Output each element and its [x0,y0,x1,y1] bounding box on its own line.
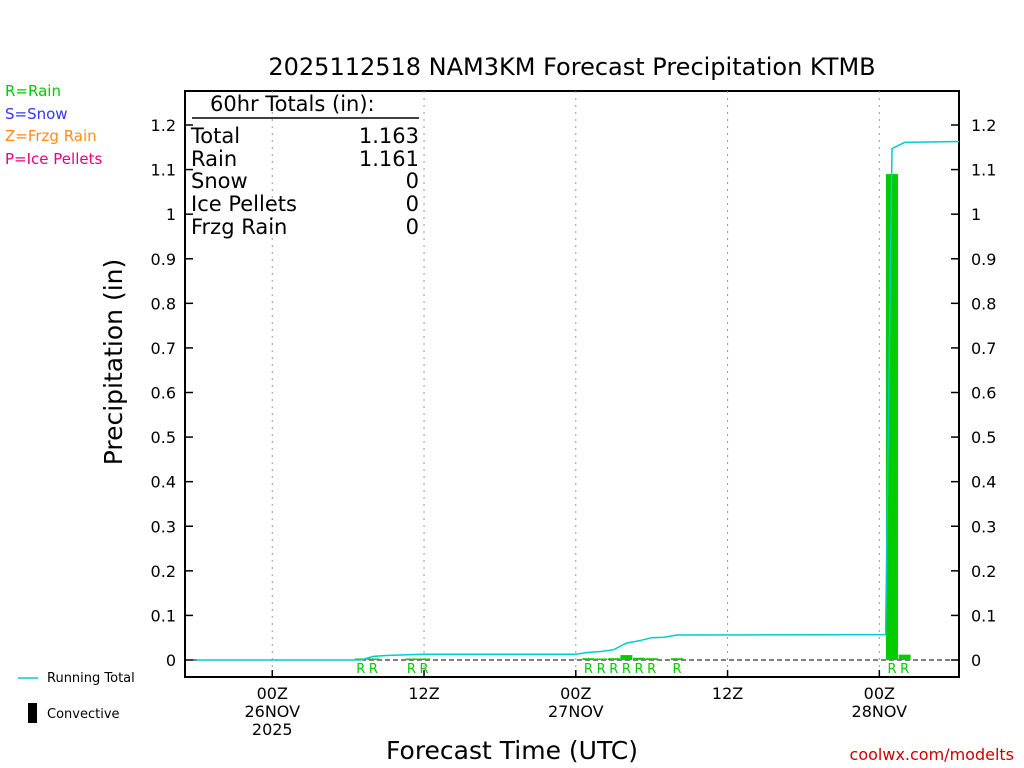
totals-rain-label: Rain [191,147,237,171]
y-tick-label-left: 0.4 [151,473,176,492]
y-tick-label-right: 0.5 [971,428,996,447]
x-tick-label: 26NOV [244,702,300,721]
rain-type-marker: R [356,662,365,677]
y-tick-label-left: 0.7 [151,339,176,358]
rain-bar [595,658,608,660]
rain-type-marker: R [597,662,606,677]
y-tick-label-right: 0.7 [971,339,996,358]
convective-swatch [28,703,37,723]
x-tick-label: 00Z [864,684,895,703]
totals-total-label: Total [190,124,240,148]
totals-snow-label: Snow [191,169,248,193]
rain-bar [620,655,633,660]
y-tick-label-left: 0.9 [151,250,176,269]
plot-frame [184,90,960,678]
rain-bars [354,174,911,660]
y-tick-label-right: 0.6 [971,384,996,403]
y-tick-label-left: 0 [166,651,176,670]
rain-bar [898,654,911,660]
y-tick-label-left: 1.1 [151,161,176,180]
line-legend: Running Total Convective [18,671,135,723]
type-legend: R=Rain S=Snow Z=Frzg Rain P=Ice Pellets [5,82,102,168]
rain-type-marker: R [900,662,909,677]
rain-bar [418,658,431,660]
totals-ice-value: 0 [406,192,419,216]
running-total-label: Running Total [47,671,135,686]
legend-ice-pellets: P=Ice Pellets [5,150,102,168]
x-axis-title: Forecast Time (UTC) [386,736,638,765]
y-tick-label-left: 0.1 [151,606,176,625]
y-tick-label-right: 0.9 [971,250,996,269]
totals-heading: 60hr Totals (in): [210,92,375,116]
rain-type-marker: R [407,662,416,677]
y-axis-title: Precipitation (in) [99,259,128,466]
rain-type-marker: R [672,662,681,677]
x-tick-label: 2025 [252,720,293,739]
rain-bar [633,657,646,660]
running-total-layer [196,140,960,661]
legend-frzg-rain: Z=Frzg Rain [5,127,97,145]
y-tick-label-left: 1.2 [151,116,176,135]
x-tick-label: 27NOV [548,702,604,721]
legend-snow: S=Snow [5,105,68,123]
rain-type-marker: R [369,662,378,677]
rain-bar [645,658,658,660]
x-gridlines [271,91,880,677]
rain-bar [670,658,683,660]
rain-bar [607,658,620,660]
chart-title: 2025112518 NAM3KM Forecast Precipitation… [268,53,875,81]
x-tick-label: 12Z [408,684,439,703]
totals-frzg-label: Frzg Rain [191,215,287,239]
y-tick-label-left: 1 [166,205,176,224]
legend-rain: R=Rain [5,82,61,100]
x-tick-label: 12Z [712,684,743,703]
credit-text: coolwx.com/modelts [850,745,1014,764]
y-tick-label-right: 0.2 [971,562,996,581]
totals-box: 60hr Totals (in): Total 1.163 Rain 1.161… [190,92,419,239]
x-tick-label: 00Z [257,684,288,703]
x-tick-label: 00Z [560,684,591,703]
y-tick-label-right: 0.1 [971,606,996,625]
y-tick-label-right: 1.2 [971,116,996,135]
rain-type-marker: R [609,662,618,677]
rain-bar [885,174,898,660]
rain-type-marker: R [420,662,429,677]
rain-bar [405,658,418,660]
rain-bar [582,658,595,660]
y-tick-label-right: 0.4 [971,473,996,492]
rain-type-marker: R [635,662,644,677]
y-axis-ticks: 0 00.1 0.10.2 0.20.3 0.30.4 0.40.5 0.50.6 0.60.… [151,116,997,670]
totals-snow-value: 0 [406,169,419,193]
convective-label: Convective [47,707,120,722]
rain-bar [367,658,380,660]
rain-type-marker: R [647,662,656,677]
totals-ice-label: Ice Pellets [191,192,297,216]
y-tick-label-left: 0.5 [151,428,176,447]
y-tick-label-right: 0.8 [971,294,996,313]
totals-frzg-value: 0 [406,215,419,239]
y-tick-label-left: 0.6 [151,384,176,403]
totals-total-value: 1.163 [359,124,419,148]
y-tick-label-left: 0.2 [151,562,176,581]
y-tick-label-right: 0.3 [971,517,996,536]
y-tick-label-right: 0 [971,651,981,670]
totals-rain-value: 1.161 [359,147,419,171]
y-tick-label-right: 1.1 [971,161,996,180]
y-tick-label-right: 1 [971,205,981,224]
x-tick-label: 28NOV [852,702,908,721]
running-total-line [196,140,960,661]
rain-type-marker: R [622,662,631,677]
y-tick-label-left: 0.3 [151,517,176,536]
rain-type-marker: R [887,662,896,677]
y-tick-label-left: 0.8 [151,294,176,313]
rain-type-marker: R [584,662,593,677]
